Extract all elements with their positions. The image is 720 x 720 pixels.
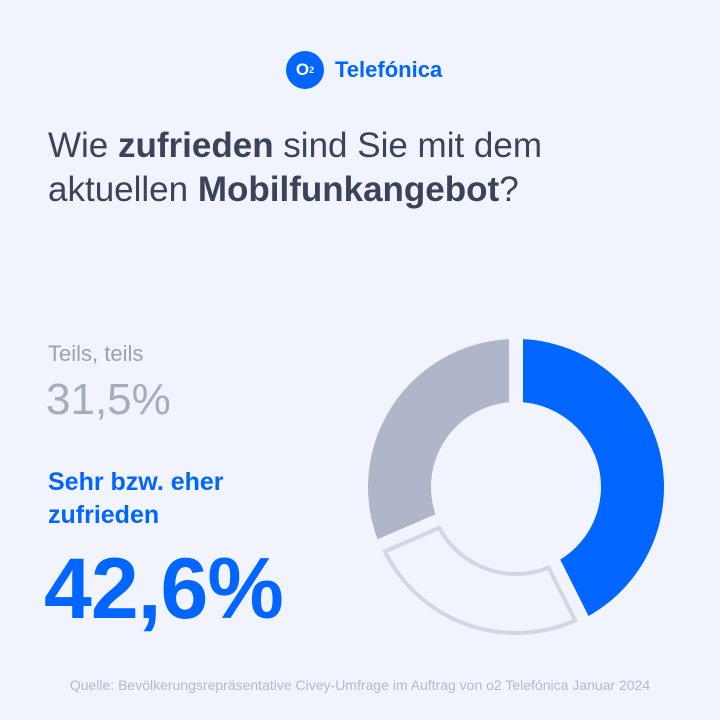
- zufrieden-label: Sehr bzw. eher zufrieden: [48, 468, 224, 529]
- title-bold: zufrieden: [118, 126, 274, 165]
- donut-slice-2: [368, 339, 510, 540]
- teils-value: 31,5%: [46, 375, 171, 424]
- title-text: Wie: [48, 126, 118, 165]
- title-text: ?: [499, 170, 519, 209]
- title-text: sind Sie mit dem aktuellen: [48, 126, 543, 209]
- donut-slice-0: [522, 339, 664, 617]
- page-title: Wie zufrieden sind Sie mit dem aktuellen…: [48, 124, 608, 212]
- teils-label: Teils, teils: [48, 341, 144, 366]
- zufrieden-value: 42,6%: [44, 541, 284, 637]
- title-bold: Mobilfunkangebot: [197, 170, 500, 209]
- brand-name: Telefónica: [335, 57, 443, 82]
- source-note: Quelle: Bevölkerungsrepräsentative Civey…: [69, 677, 651, 693]
- donut-slice-1: [382, 525, 578, 635]
